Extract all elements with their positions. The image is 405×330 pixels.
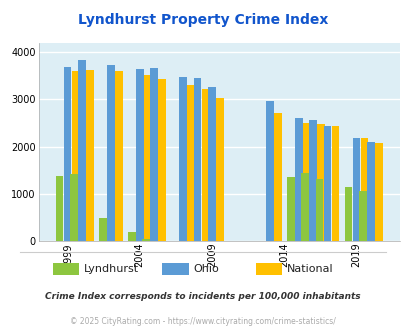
Bar [78, 60, 85, 241]
Bar [99, 218, 107, 241]
Bar [309, 120, 316, 241]
Bar [179, 77, 186, 241]
Bar [193, 78, 201, 241]
Text: Ohio: Ohio [193, 264, 219, 274]
Bar [215, 98, 223, 241]
Text: Crime Index corresponds to incidents per 100,000 inhabitants: Crime Index corresponds to incidents per… [45, 292, 360, 301]
Bar [294, 118, 302, 241]
Bar [142, 240, 150, 241]
Bar [344, 187, 352, 241]
Bar [201, 89, 209, 241]
Bar [187, 85, 194, 241]
Bar [301, 174, 308, 241]
Text: Lyndhurst Property Crime Index: Lyndhurst Property Crime Index [78, 13, 327, 27]
Bar [323, 126, 330, 241]
Bar [366, 142, 374, 241]
Bar [107, 65, 114, 241]
Bar [302, 122, 310, 241]
Bar [360, 138, 367, 241]
Bar [70, 174, 78, 241]
Bar [128, 232, 135, 241]
Bar [331, 126, 339, 241]
Bar [374, 143, 382, 241]
Bar [352, 138, 360, 241]
Bar [208, 87, 215, 241]
Bar [150, 68, 158, 241]
Bar [55, 176, 63, 241]
Bar [265, 101, 273, 241]
Text: © 2025 CityRating.com - https://www.cityrating.com/crime-statistics/: © 2025 CityRating.com - https://www.city… [70, 317, 335, 326]
Bar [136, 69, 143, 241]
Text: National: National [286, 264, 333, 274]
Bar [317, 124, 324, 241]
Bar [143, 76, 151, 241]
Bar [158, 79, 166, 241]
Bar [273, 113, 281, 241]
Bar [71, 71, 79, 241]
Bar [358, 191, 366, 241]
Bar [286, 177, 294, 241]
Text: Lyndhurst: Lyndhurst [84, 264, 139, 274]
Bar [86, 70, 94, 241]
Bar [64, 67, 71, 241]
Bar [115, 71, 122, 241]
Bar [315, 179, 323, 241]
